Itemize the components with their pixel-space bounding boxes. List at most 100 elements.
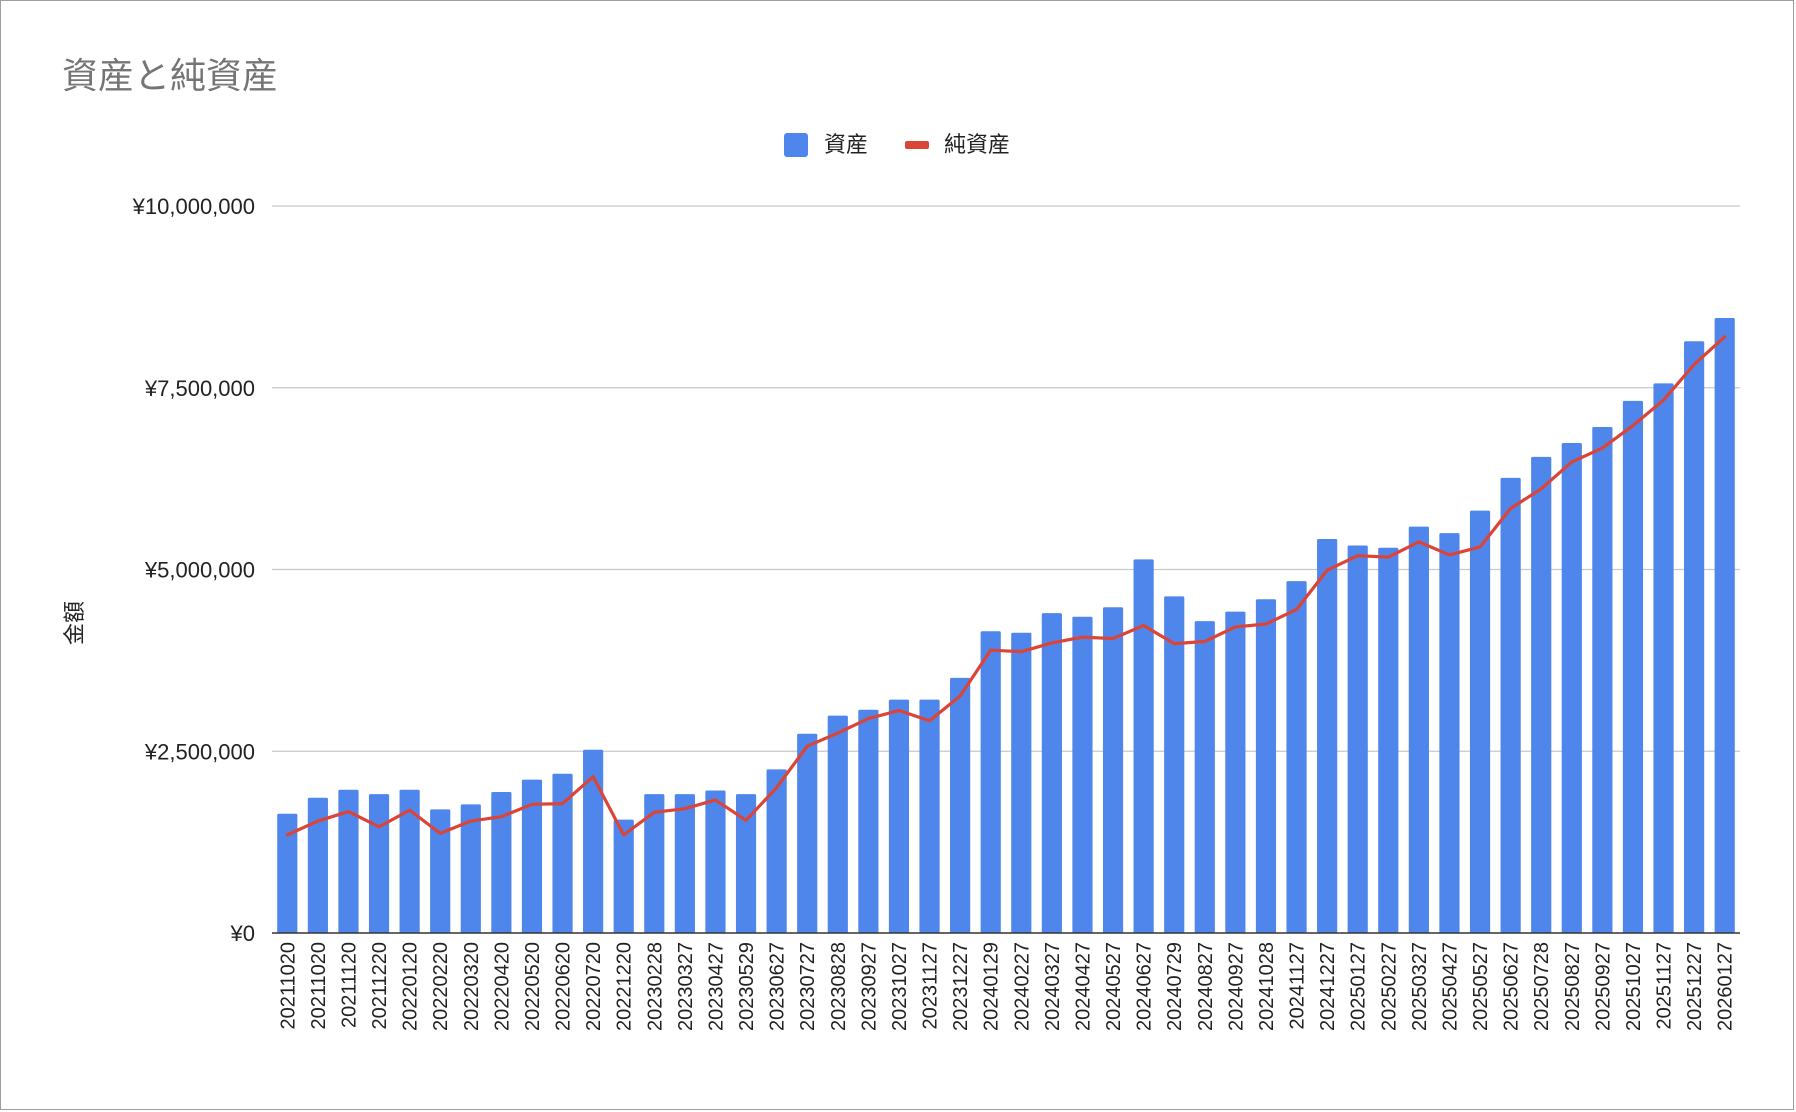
- bar-assets: [1072, 616, 1093, 933]
- x-tick-label: 20220520: [522, 942, 544, 1031]
- x-axis-ticks: 20211020 20211020 20211120 20211220 20220120…: [277, 942, 1736, 1031]
- y-axis-label: 金額: [63, 601, 88, 645]
- x-tick-label: 20230828: [828, 942, 850, 1031]
- x-tick-label: 20220420: [491, 942, 513, 1031]
- x-tick-label: 20250227: [1378, 942, 1400, 1031]
- bar-assets: [338, 789, 359, 933]
- x-tick-label: 20251127: [1654, 942, 1676, 1030]
- x-tick-label: 20211220: [369, 942, 391, 1030]
- x-tick-label: 20250327: [1409, 942, 1431, 1031]
- bar-assets: [1500, 477, 1521, 933]
- x-tick-label: 20240729: [1164, 942, 1186, 1031]
- x-tick-label: 20250827: [1562, 942, 1584, 1031]
- x-tick-label: 20260127: [1715, 942, 1737, 1031]
- x-tick-label: 20230627: [767, 942, 789, 1031]
- x-tick-label: 20231227: [950, 942, 972, 1031]
- y-tick-label: ¥2,500,000: [144, 739, 255, 764]
- x-tick-label: 20240327: [1042, 942, 1064, 1031]
- legend-swatch-assets: [784, 133, 808, 157]
- legend: 資産 純資産: [784, 133, 1010, 158]
- gridlines: [272, 205, 1740, 752]
- bar-assets: [1011, 632, 1032, 933]
- bar-assets: [277, 813, 298, 933]
- bar-assets: [766, 769, 787, 933]
- x-tick-label: 20251027: [1623, 942, 1645, 1031]
- line-net-assets: [285, 335, 1727, 837]
- bar-assets: [950, 677, 971, 933]
- bar-assets: [1194, 621, 1215, 933]
- x-tick-label: 20250127: [1348, 942, 1370, 1031]
- bar-assets: [491, 791, 512, 933]
- x-tick-label: 20211020: [308, 942, 330, 1030]
- bar-assets: [1102, 607, 1124, 933]
- x-tick-label: 20220620: [553, 942, 575, 1031]
- x-tick-label: 20221220: [614, 942, 636, 1031]
- x-tick-label: 20220120: [400, 942, 422, 1031]
- bar-assets: [368, 794, 390, 933]
- chart-title: 資産と純資産: [62, 56, 278, 97]
- x-tick-label: 20241227: [1317, 942, 1339, 1031]
- line-series-net-assets: [285, 335, 1727, 837]
- bar-assets: [797, 733, 818, 933]
- bar-assets: [1286, 581, 1307, 933]
- x-tick-label: 20240129: [981, 942, 1003, 1031]
- legend-swatch-net-assets: [905, 141, 929, 149]
- bar-assets: [307, 797, 328, 933]
- bar-assets: [1347, 545, 1368, 933]
- bar-assets: [827, 715, 848, 933]
- bar-assets: [460, 804, 481, 933]
- bar-assets: [552, 773, 573, 933]
- x-tick-label: 20250927: [1592, 942, 1614, 1031]
- bar-assets: [399, 789, 420, 933]
- bar-assets: [674, 794, 695, 933]
- bar-assets: [1439, 533, 1460, 933]
- x-tick-label: 20251227: [1684, 942, 1706, 1031]
- bar-assets: [705, 790, 726, 933]
- bar-assets: [1408, 526, 1429, 933]
- x-tick-label: 20220720: [583, 942, 605, 1031]
- legend-label-net-assets: 純資産: [944, 133, 1010, 158]
- bar-assets: [1714, 317, 1735, 933]
- x-tick-label: 20230727: [797, 942, 819, 1031]
- bar-assets: [1225, 611, 1246, 933]
- y-tick-label: ¥5,000,000: [144, 558, 255, 583]
- bar-assets: [1531, 456, 1552, 933]
- bar-assets: [644, 794, 665, 933]
- bar-assets: [1469, 510, 1491, 933]
- x-tick-label: 20230927: [858, 942, 880, 1031]
- bar-assets: [1041, 613, 1062, 933]
- x-tick-label: 20250427: [1439, 942, 1461, 1031]
- bar-assets: [583, 749, 604, 933]
- bar-assets: [1255, 599, 1277, 933]
- x-tick-label: 20241127: [1287, 942, 1309, 1030]
- bar-assets: [430, 809, 451, 933]
- x-tick-label: 20220220: [430, 942, 452, 1031]
- x-tick-label: 20230529: [736, 942, 758, 1031]
- x-tick-label: 20240927: [1225, 942, 1247, 1031]
- bar-assets: [735, 794, 757, 933]
- x-tick-label: 20211120: [338, 942, 360, 1028]
- x-tick-label: 20240827: [1195, 942, 1217, 1031]
- bar-assets: [613, 819, 634, 933]
- bar-assets: [1317, 538, 1338, 933]
- x-tick-label: 20230327: [675, 942, 697, 1031]
- x-tick-label: 20250627: [1501, 942, 1523, 1031]
- x-tick-label: 20231027: [889, 942, 911, 1031]
- x-tick-label: 20250728: [1531, 942, 1553, 1031]
- bar-assets: [1164, 596, 1185, 933]
- bar-assets: [1684, 341, 1705, 933]
- y-axis-ticks: ¥0 ¥2,500,000 ¥5,000,000 ¥7,500,000 ¥10,000,…: [132, 194, 255, 946]
- bar-assets: [521, 779, 543, 933]
- x-tick-label: 20250527: [1470, 942, 1492, 1031]
- x-tick-label: 20241028: [1256, 942, 1278, 1031]
- bar-assets: [1622, 400, 1644, 933]
- x-tick-label: 20230427: [705, 942, 727, 1031]
- y-tick-label: ¥10,000,000: [132, 194, 255, 219]
- x-tick-label: 20211020: [277, 942, 299, 1030]
- bar-assets: [1561, 443, 1582, 933]
- bar-assets: [1378, 547, 1399, 933]
- bar-assets: [858, 709, 879, 933]
- bar-series-assets: [277, 317, 1735, 933]
- bar-assets: [1133, 559, 1154, 933]
